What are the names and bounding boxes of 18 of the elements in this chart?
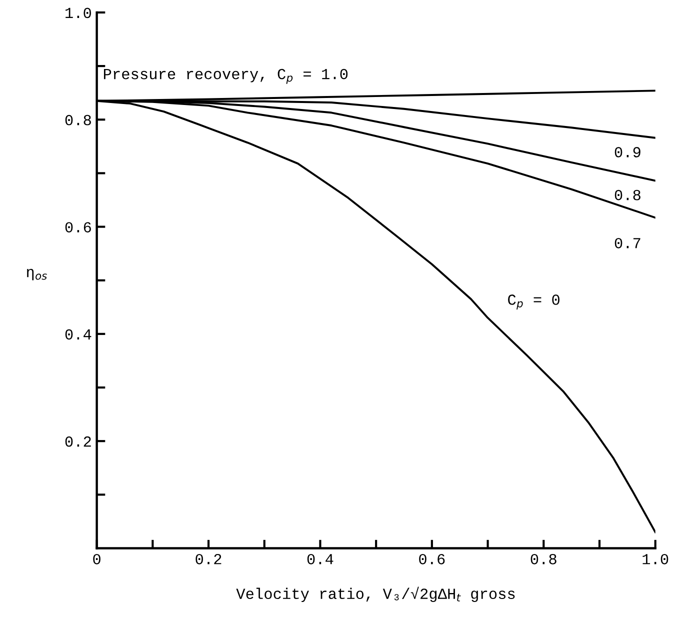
series-label: 0.8 [614, 190, 640, 200]
y-tick-label: 1.0 [66, 8, 92, 18]
series-label: Pressure recovery, C$_{p}$ = 1.0 [104, 68, 348, 84]
x-tick-label: 1.0 [642, 554, 668, 564]
x-tick-label: 0.6 [419, 554, 445, 564]
series-label: 0.9 [614, 147, 640, 158]
series-label: C$_{p}$ = 0 [508, 294, 560, 310]
x-axis-title: Velocity ratio, V₃/√2gΔH$_{t}$ gross [236, 586, 515, 602]
x-tick-label: 0.2 [196, 554, 222, 564]
x-tick-label: 0.8 [530, 554, 556, 564]
y-tick-label: 0.8 [65, 114, 91, 126]
x-tick-label: 0.4 [307, 554, 334, 564]
series-label: 0.7 [614, 238, 640, 248]
y-axis-title: η$_{os}$ [27, 268, 47, 280]
y-tick-label: 0.2 [65, 436, 91, 447]
x-tick-label: 0 [93, 554, 100, 564]
y-tick-label: 0.4 [65, 329, 92, 340]
y-tick-label: 0.6 [65, 222, 91, 232]
